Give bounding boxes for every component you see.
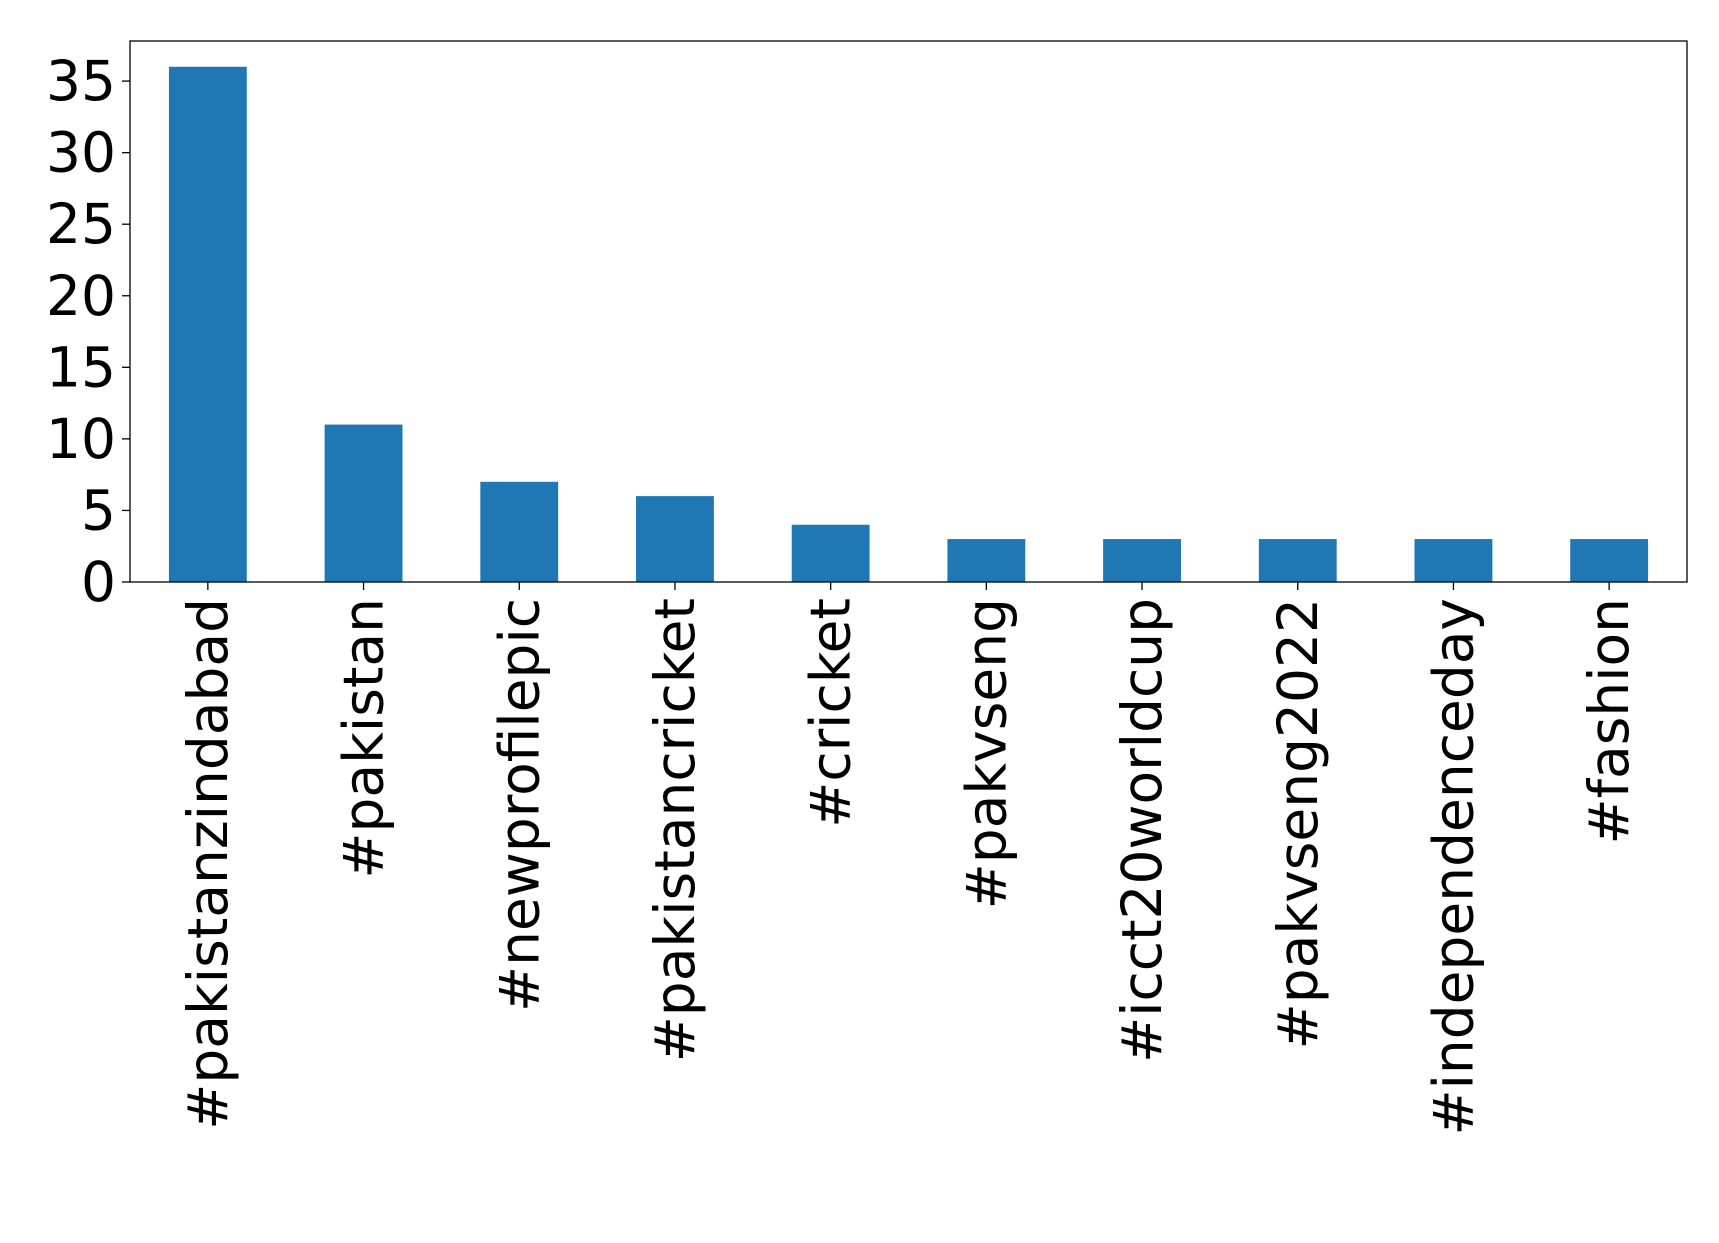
bar-pakistan (324, 424, 403, 582)
bar-pakvseng2022 (1258, 539, 1337, 582)
y-tick-label: 15 (46, 335, 116, 399)
x-tick-label: #cricket (799, 598, 863, 828)
x-tick-label: #pakistancricket (643, 598, 707, 1062)
bar-independenceday (1414, 539, 1493, 582)
bar-cricket (791, 524, 870, 582)
y-tick-label: 20 (46, 264, 116, 328)
y-axis: 0 5 10 15 20 25 30 35 (46, 49, 130, 614)
bar-fashion (1570, 539, 1649, 582)
x-tick-label: #pakvseng (954, 598, 1018, 909)
x-tick-label: #newprofilepic (487, 598, 551, 1012)
x-tick-label: #icct20worldcup (1110, 598, 1174, 1063)
bar-icct20worldcup (1103, 539, 1181, 582)
bar-pakistancricket (636, 496, 714, 582)
y-tick-label: 25 (46, 192, 116, 256)
y-tick-label: 5 (81, 478, 116, 542)
bars-layer (168, 66, 1649, 582)
plot-frame (129, 40, 1688, 583)
x-axis: #pakistanzindabad #pakistan #newprofilepic… (176, 582, 1641, 1135)
x-tick-label: #pakvseng2022 (1266, 598, 1330, 1049)
x-tick-label: #pakistan (332, 598, 396, 879)
bar-pakvseng (947, 539, 1026, 582)
x-tick-label: #pakistanzindabad (176, 598, 240, 1130)
y-tick-label: 30 (46, 121, 116, 185)
x-tick-label: #independenceday (1421, 598, 1485, 1135)
bar-newprofilepic (480, 481, 559, 582)
bar-pakistanzindabad (168, 66, 247, 582)
y-tick-label: 0 (81, 550, 116, 614)
x-tick-label: #fashion (1577, 598, 1641, 844)
y-tick-label: 10 (46, 407, 116, 471)
y-tick-label: 35 (46, 49, 116, 113)
